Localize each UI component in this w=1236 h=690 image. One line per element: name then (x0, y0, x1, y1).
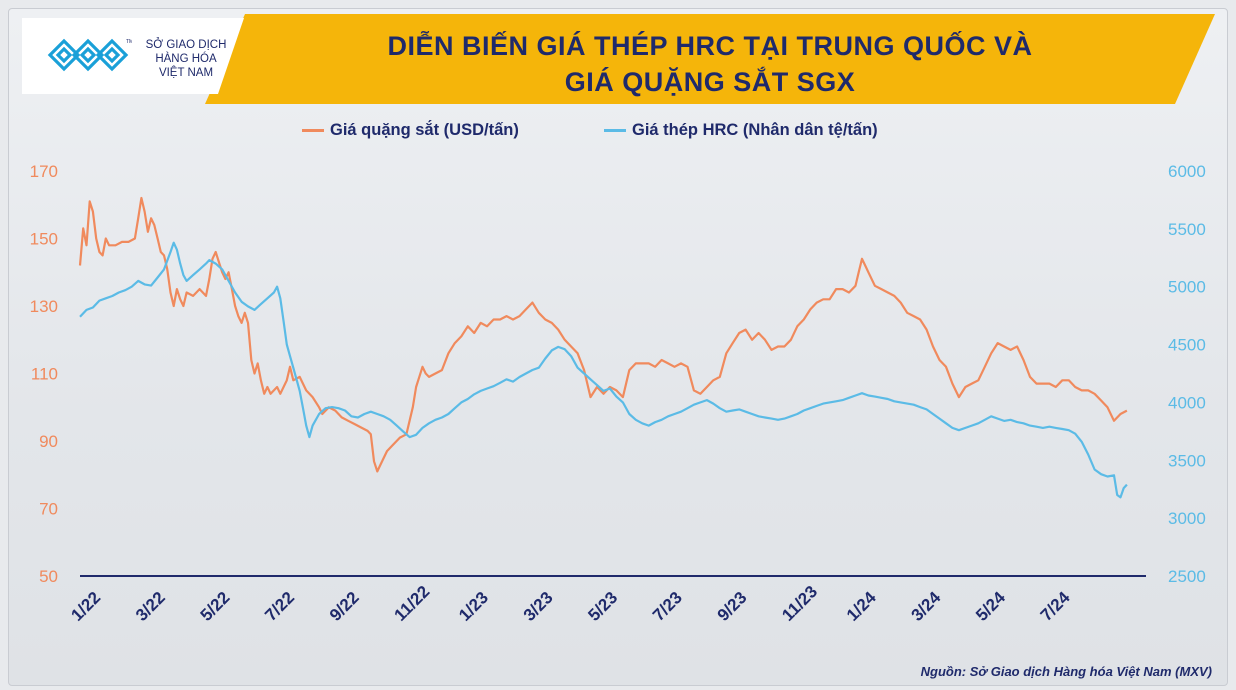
y-right-tick-label: 6000 (1168, 162, 1206, 181)
x-tick-label: 7/24 (1037, 588, 1074, 625)
x-tick-label: 5/22 (197, 588, 234, 625)
y-right-tick-label: 5000 (1168, 278, 1206, 297)
x-tick-label: 1/22 (67, 588, 104, 625)
source-note: Nguồn: Sở Giao dịch Hàng hóa Việt Nam (M… (920, 664, 1212, 679)
x-tick-label: 3/23 (520, 588, 557, 625)
title-banner (205, 14, 1215, 104)
title-line-1: DIỄN BIẾN GIÁ THÉP HRC TẠI TRUNG QUỐC VÀ (387, 31, 1033, 61)
legend-item-iron-ore: Giá quặng sắt (USD/tấn) (302, 121, 519, 140)
logo-line-2: HÀNG HÓA (155, 53, 217, 65)
y-left-tick-label: 90 (39, 432, 58, 451)
series-line-hrc (79, 241, 1128, 499)
y-right-tick-label: 4000 (1168, 393, 1206, 412)
legend-swatch-blue (604, 129, 626, 132)
x-tick-label: 11/22 (391, 582, 434, 625)
x-tick-label: 9/23 (714, 588, 751, 625)
legend: Giá quặng sắt (USD/tấn) Giá thép HRC (Nh… (0, 121, 1236, 145)
y-left-tick-label: 50 (39, 567, 58, 586)
logo-text: SỞ GIAO DỊCH HÀNG HÓA VIỆT NAM (136, 38, 236, 80)
logo-tm: TM (126, 39, 132, 45)
y-right-tick-label: 5500 (1168, 220, 1206, 239)
chart-frame (8, 8, 1228, 686)
y-left-tick-label: 150 (30, 230, 58, 249)
y-right-tick-label: 3500 (1168, 451, 1206, 470)
y-left-tick-label: 170 (30, 162, 58, 181)
title-line-2: GIÁ QUẶNG SẮT SGX (564, 67, 856, 97)
y-left-tick-label: 110 (31, 365, 58, 384)
series-line-iron-ore (78, 196, 1128, 473)
y-right-tick-label: 3000 (1168, 509, 1206, 528)
chart-title: DIỄN BIẾN GIÁ THÉP HRC TẠI TRUNG QUỐC VÀ… (260, 28, 1160, 100)
y-right-tick-label: 2500 (1168, 567, 1206, 586)
y-left-tick-label: 130 (30, 297, 58, 316)
x-tick-label: 7/23 (649, 588, 686, 625)
logo-line-1: SỞ GIAO DỊCH (145, 39, 227, 51)
logo-line-3: VIỆT NAM (158, 67, 214, 79)
x-tick-label: 3/22 (132, 588, 169, 625)
y-left-tick-label: 70 (39, 500, 58, 519)
legend-item-hrc: Giá thép HRC (Nhân dân tệ/tấn) (604, 121, 878, 140)
x-tick-label: 1/24 (843, 588, 880, 625)
x-tick-label: 3/24 (908, 588, 945, 625)
x-tick-label: 1/23 (455, 588, 492, 625)
x-tick-label: 9/22 (326, 588, 363, 625)
x-tick-label: 5/24 (972, 588, 1009, 625)
y-right-tick-label: 4500 (1168, 336, 1206, 355)
legend-label-iron-ore: Giá quặng sắt (USD/tấn) (330, 121, 519, 139)
legend-swatch-orange (302, 129, 324, 132)
x-tick-label: 11/23 (778, 582, 821, 625)
x-tick-label: 5/23 (584, 588, 621, 625)
legend-label-hrc: Giá thép HRC (Nhân dân tệ/tấn) (632, 121, 878, 139)
x-tick-label: 7/22 (261, 588, 298, 625)
mxv-logo-icon: TM (47, 38, 132, 72)
